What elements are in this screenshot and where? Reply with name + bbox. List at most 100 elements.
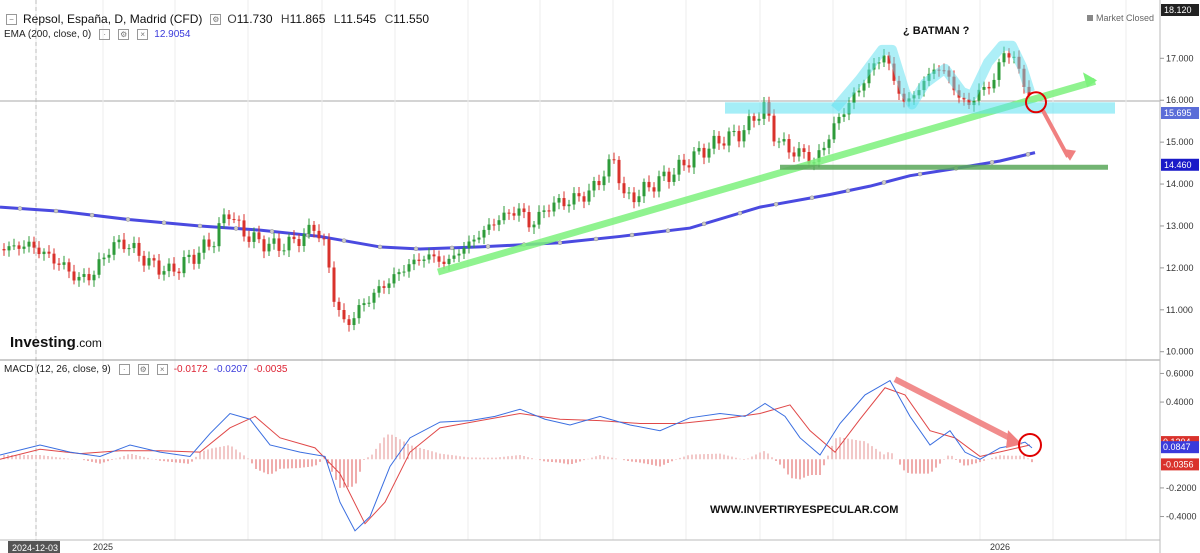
candle-body bbox=[672, 174, 676, 182]
price-label-box bbox=[1161, 158, 1199, 171]
candle-body bbox=[757, 118, 761, 121]
price-label: -0.0356 bbox=[1163, 459, 1194, 469]
candle-body bbox=[787, 139, 791, 153]
candle-body bbox=[132, 242, 136, 249]
y-tick-label: 0.4000 bbox=[1166, 397, 1194, 407]
candle-body bbox=[877, 62, 881, 64]
candle-body bbox=[112, 242, 116, 255]
settings-icon[interactable]: ⚙ bbox=[137, 364, 149, 375]
candle-body bbox=[797, 148, 801, 157]
settings-icon[interactable]: ⚙ bbox=[210, 13, 222, 25]
candle-body bbox=[192, 254, 196, 264]
candle-body bbox=[752, 116, 756, 121]
candle-body bbox=[292, 236, 296, 240]
candle-body bbox=[782, 139, 786, 142]
candle-body bbox=[967, 99, 971, 106]
y-tick-label: 0.6000 bbox=[1166, 368, 1194, 378]
candle-body bbox=[142, 255, 146, 266]
candle-body bbox=[582, 196, 586, 202]
candle-body bbox=[122, 239, 126, 250]
annotation-website: WWW.INVERTIRYESPECULAR.COM bbox=[710, 504, 898, 516]
y-tick-label: -0.4000 bbox=[1166, 512, 1197, 522]
candle-body bbox=[482, 229, 486, 238]
candle-body bbox=[682, 159, 686, 166]
candle-body bbox=[777, 141, 781, 143]
candle-body bbox=[532, 224, 536, 228]
candle-body bbox=[202, 239, 206, 253]
y-tick-label: 16.000 bbox=[1166, 95, 1194, 105]
candle-body bbox=[47, 251, 51, 254]
candle-body bbox=[222, 214, 226, 224]
ema-marker bbox=[197, 223, 203, 229]
y-tick-label: 17.000 bbox=[1166, 53, 1194, 63]
x-tick-label: 2025 bbox=[93, 542, 113, 552]
y-tick-label: 15.000 bbox=[1166, 137, 1194, 147]
candle-body bbox=[177, 271, 181, 274]
candle-body bbox=[537, 211, 541, 225]
candle-body bbox=[627, 192, 631, 194]
candle-body bbox=[347, 319, 351, 326]
candle-body bbox=[617, 159, 621, 184]
candle-body bbox=[102, 257, 106, 260]
candle-body bbox=[262, 239, 266, 252]
candle-body bbox=[597, 180, 601, 186]
candle-body bbox=[437, 256, 441, 262]
hide-icon[interactable]: · bbox=[118, 364, 130, 375]
candle-body bbox=[492, 224, 496, 226]
candle-body bbox=[662, 171, 666, 177]
candle-body bbox=[792, 152, 796, 157]
candle-body bbox=[772, 115, 776, 142]
candle-body bbox=[392, 274, 396, 284]
candle-body bbox=[42, 251, 46, 255]
close-icon[interactable]: × bbox=[137, 29, 149, 40]
candle-body bbox=[32, 241, 36, 248]
candle-body bbox=[732, 131, 736, 133]
candle-body bbox=[282, 250, 286, 252]
ema-marker bbox=[377, 244, 383, 250]
candle-body bbox=[227, 214, 231, 220]
candle-body bbox=[827, 139, 831, 148]
candle-body bbox=[982, 86, 986, 90]
ohlc-values: O11.730 H11.865 L11.545 C11.550 bbox=[227, 12, 430, 26]
candle-body bbox=[467, 241, 471, 249]
candle-body bbox=[557, 198, 561, 203]
candle-body bbox=[562, 198, 566, 207]
candle-body bbox=[137, 242, 141, 256]
candle-body bbox=[297, 239, 301, 247]
candle-body bbox=[462, 248, 466, 254]
ema-marker bbox=[413, 246, 419, 252]
ema-marker bbox=[341, 238, 347, 243]
candle-body bbox=[602, 176, 606, 186]
candle-body bbox=[217, 223, 221, 247]
candle-body bbox=[1007, 53, 1011, 58]
collapse-icon[interactable]: − bbox=[6, 13, 17, 25]
candle-body bbox=[522, 208, 526, 213]
symbol-label: Repsol, España, D, Madrid (CFD) bbox=[23, 12, 203, 26]
candle-body bbox=[52, 253, 56, 264]
ema-marker bbox=[1025, 152, 1031, 157]
hide-icon[interactable]: · bbox=[99, 29, 111, 40]
candle-body bbox=[67, 262, 71, 272]
candle-body bbox=[832, 123, 836, 140]
investing-logo: Investing.com bbox=[10, 334, 102, 351]
candle-body bbox=[117, 239, 121, 243]
candle-body bbox=[497, 220, 501, 225]
candle-body bbox=[552, 202, 556, 212]
candle-body bbox=[542, 210, 546, 212]
annotation-batman: ¿ BATMAN ? bbox=[903, 25, 970, 37]
settings-icon[interactable]: ⚙ bbox=[118, 29, 130, 40]
candle-body bbox=[237, 219, 241, 221]
y-tick-label: 13.000 bbox=[1166, 221, 1194, 231]
close-icon[interactable]: × bbox=[156, 364, 168, 375]
candle-body bbox=[387, 283, 391, 288]
candle-body bbox=[317, 230, 321, 239]
y-tick-label: 10.000 bbox=[1166, 347, 1194, 357]
candle-body bbox=[7, 246, 11, 251]
candle-body bbox=[622, 183, 626, 194]
ema-marker bbox=[773, 201, 779, 207]
candle-body bbox=[412, 259, 416, 265]
candle-body bbox=[372, 292, 376, 303]
